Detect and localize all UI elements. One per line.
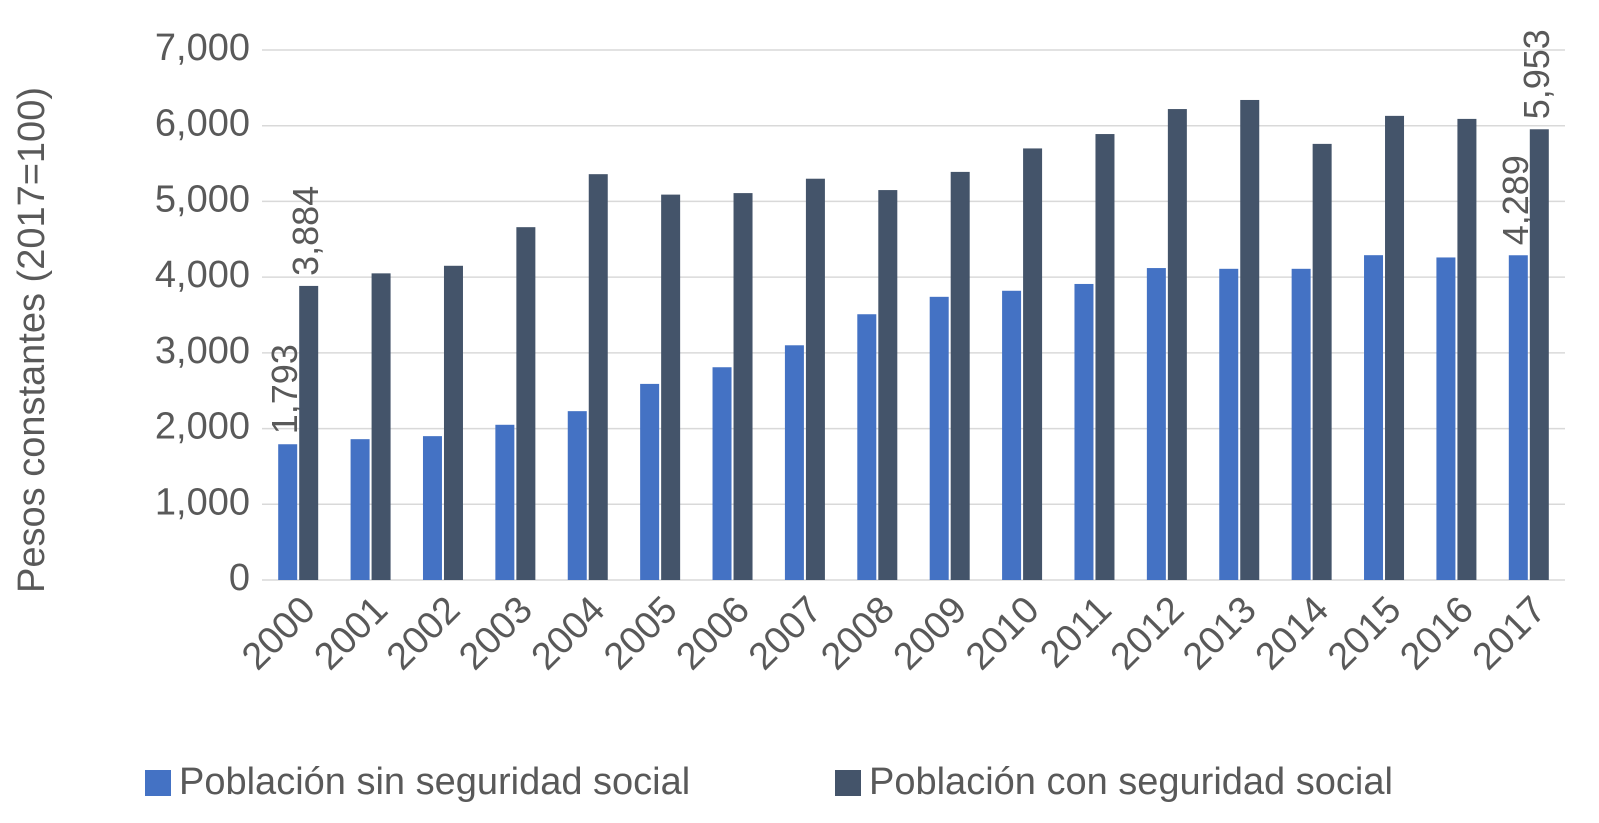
bar [1002,290,1022,580]
x-tick-label: 2003 [451,589,540,678]
x-tick-label: 2017 [1465,589,1554,678]
bar [1240,99,1260,580]
bar [805,178,825,580]
data-label: 4,289 [1495,155,1536,245]
x-tick-label: 2009 [886,589,975,678]
bar [661,194,681,580]
bar [1219,268,1239,580]
y-tick-label: 2,000 [155,406,250,448]
bar [1167,109,1187,581]
legend-label: Población sin seguridad social [179,761,690,803]
bar [878,190,898,581]
x-tick-label: 2016 [1392,589,1481,678]
y-tick-label: 6,000 [155,103,250,145]
x-tick-label: 2004 [524,589,613,678]
bar [1291,268,1311,580]
bar [1095,134,1115,581]
y-tick-label: 5,000 [155,178,250,220]
y-tick-label: 7,000 [155,27,250,69]
x-tick-label: 2012 [1103,589,1192,678]
bar [1146,268,1166,580]
y-tick-label: 0 [229,557,250,599]
bar [640,383,660,580]
x-tick-label: 2008 [813,589,902,678]
bar [784,345,804,580]
x-tick-label: 2001 [307,589,396,678]
x-tick-label: 2002 [379,589,468,678]
bar [1074,283,1094,580]
x-tick-label: 2014 [1248,589,1337,678]
bar [857,314,877,580]
data-label: 5,953 [1516,29,1557,119]
bar [588,174,608,580]
legend-label: Población con seguridad social [869,761,1393,803]
data-label: 1,793 [264,344,305,434]
bar [443,265,463,580]
x-tick-label: 2006 [669,589,758,678]
x-tick-label: 2005 [596,589,685,678]
bar [495,424,515,580]
bar [929,296,949,580]
bar [516,227,536,580]
bar [567,411,587,580]
x-tick-label: 2007 [741,589,830,678]
x-tick-label: 2015 [1320,589,1409,678]
x-tick-label: 2000 [234,589,323,678]
y-tick-label: 4,000 [155,254,250,296]
x-tick-label: 2013 [1175,589,1264,678]
y-axis-title: Pesos constantes (2017=100) [11,87,53,593]
bar [422,436,442,580]
x-tick-label: 2010 [958,589,1047,678]
bar [733,193,753,580]
y-tick-label: 1,000 [155,481,250,523]
bar [371,273,391,580]
legend-swatch [145,770,171,796]
data-label: 3,884 [285,186,326,276]
x-tick-label: 2011 [1032,589,1119,676]
bar [350,439,370,580]
bar [1023,148,1043,580]
bar [1364,255,1384,580]
bar [1312,143,1332,580]
legend-swatch [835,770,861,796]
bar [278,444,298,580]
bar [299,285,319,580]
bar [1385,115,1405,580]
bar [1436,257,1456,580]
bar [712,367,732,580]
bar [950,171,970,580]
y-tick-label: 3,000 [155,330,250,372]
bar [1529,129,1549,580]
bar [1457,118,1477,581]
bar [1508,255,1528,581]
